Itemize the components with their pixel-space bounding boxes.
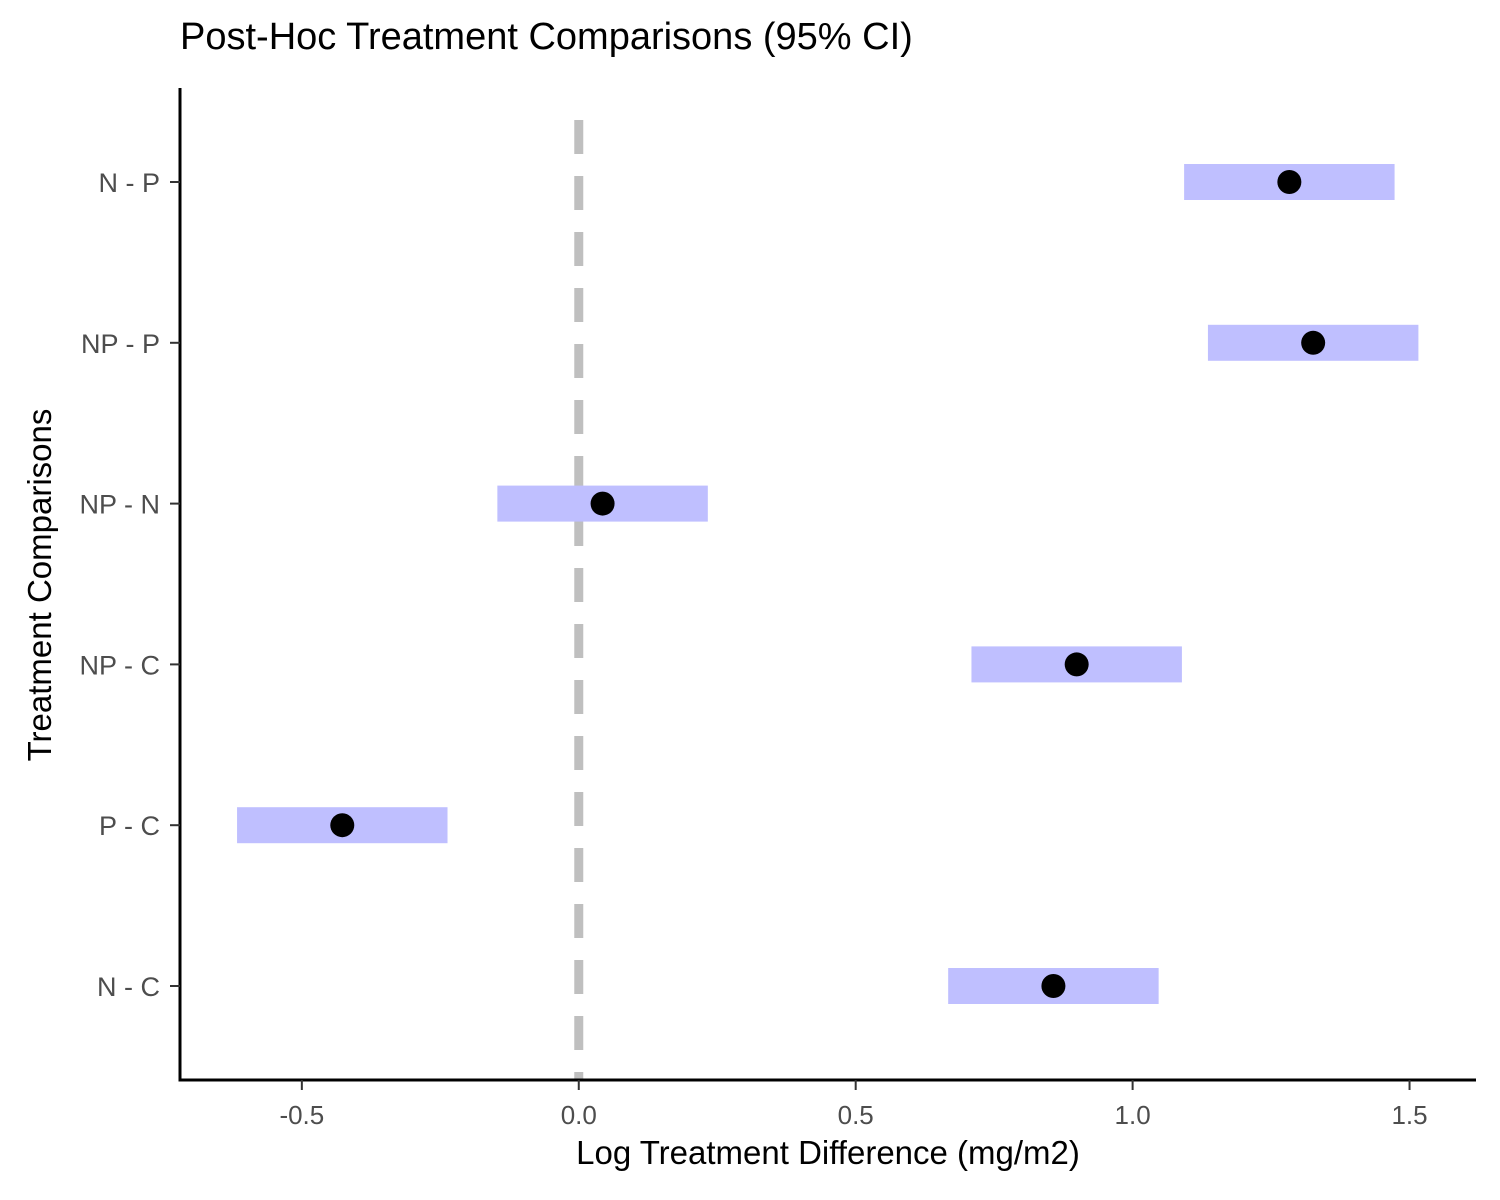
x-tick-label-3: 1.0 [1115,1100,1151,1130]
y-tick-label-2: NP - C [79,650,160,680]
x-tick-label-0: -0.5 [279,1100,324,1130]
x-tick-label-1: 0.0 [561,1100,597,1130]
y-tick-label-4: NP - P [81,329,160,359]
x-tick-label-4: 1.5 [1391,1100,1427,1130]
y-tick-label-1: P - C [99,811,160,841]
estimate-point-0 [1041,974,1066,998]
x-axis-label: Log Treatment Difference (mg/m2) [576,1134,1080,1171]
chart-title: Post-Hoc Treatment Comparisons (95% CI) [180,16,913,58]
y-axis-label: Treatment Comparisons [21,408,58,762]
estimate-point-3 [590,491,615,516]
estimate-point-1 [330,813,355,838]
y-tick-label-3: NP - N [79,490,160,520]
estimate-point-2 [1064,652,1089,677]
x-tick-label-2: 0.5 [838,1100,874,1130]
y-tick-label-5: N - P [98,168,160,198]
y-tick-label-0: N - C [97,972,160,1002]
estimate-point-5 [1277,170,1302,194]
estimate-point-4 [1301,330,1326,355]
